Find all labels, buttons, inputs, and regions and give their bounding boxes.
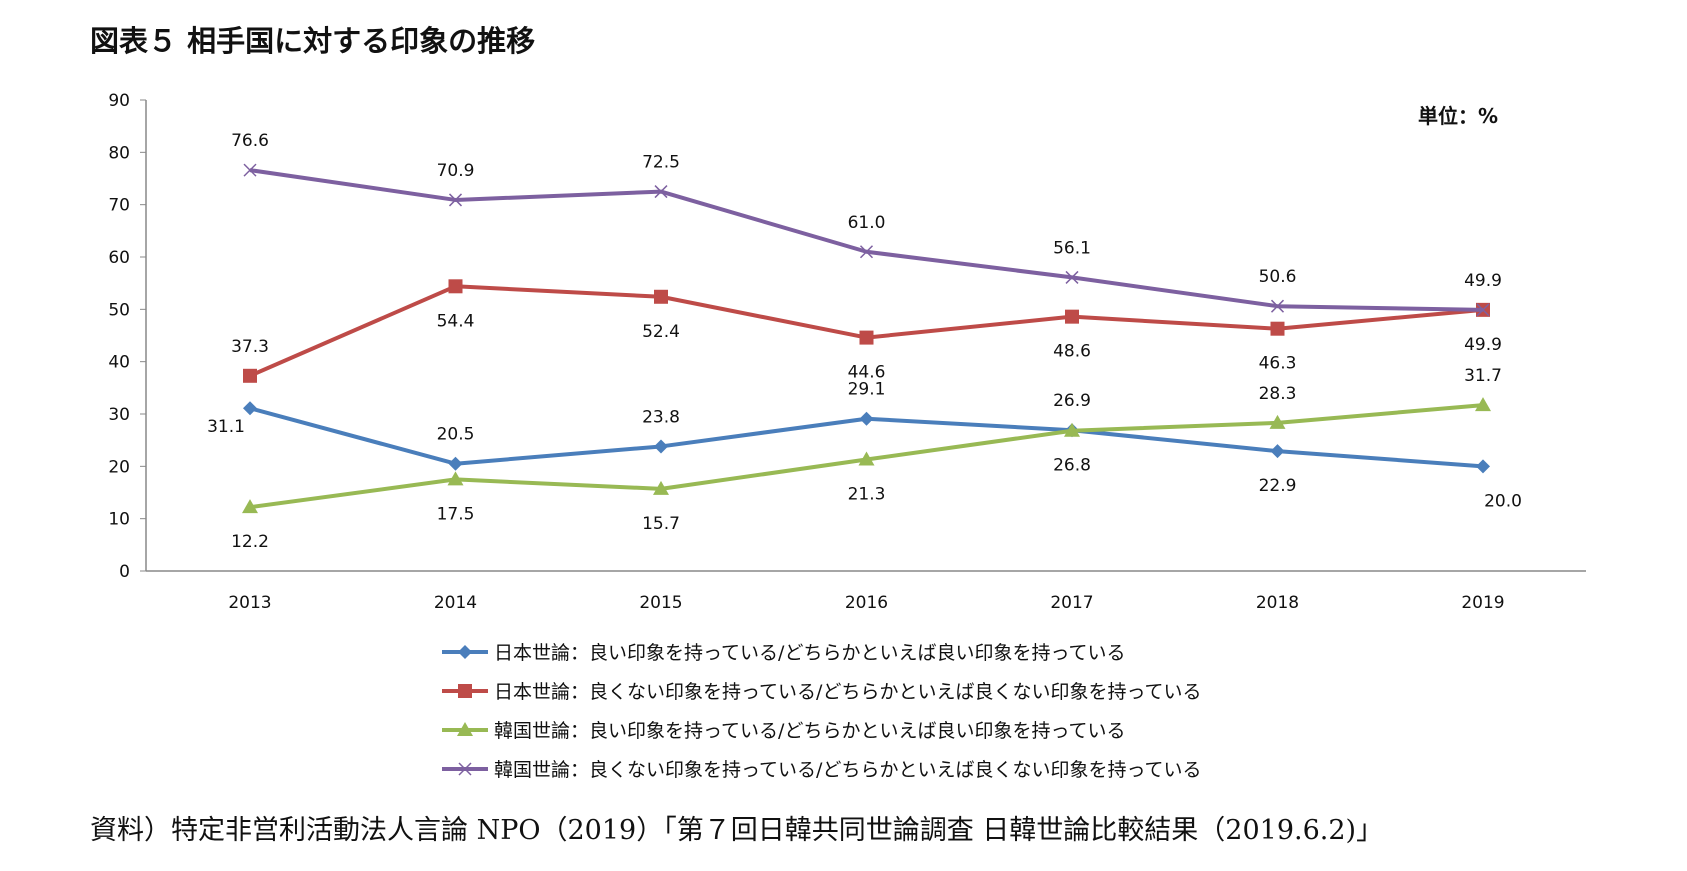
y-tick-label: 10 [108, 510, 130, 530]
data-point [242, 499, 258, 514]
data-point [243, 368, 257, 383]
data-point [1270, 321, 1285, 336]
data-point [1065, 270, 1079, 284]
data-point [654, 439, 668, 454]
x-tick-label: 2015 [639, 593, 682, 613]
data-label: 44.6 [848, 363, 886, 383]
data-label: 12.2 [231, 532, 269, 552]
legend-label: 韓国世論：良い印象を持っている/どちらかといえば良い印象を持っている [494, 720, 1126, 742]
data-label: 52.4 [642, 322, 680, 342]
legend-item: 韓国世論：良い印象を持っている/どちらかといえば良い印象を持っている [440, 710, 1202, 749]
y-tick-label: 50 [108, 300, 130, 320]
legend-label: 韓国世論：良くない印象を持っている/どちらかといえば良くない印象を持っている [494, 759, 1202, 781]
data-label: 76.6 [231, 131, 269, 151]
data-point [859, 411, 874, 426]
data-point [859, 245, 874, 259]
x-tick-label: 2014 [434, 593, 477, 613]
data-label: 22.9 [1259, 476, 1297, 496]
data-point [1065, 309, 1079, 324]
source-note: 資料）特定非営利活動法人言論 NPO（2019）「第７回日韓共同世論調査 日韓世… [90, 815, 1384, 846]
legend-swatch [442, 683, 488, 698]
data-label: 31.1 [207, 417, 245, 437]
data-label: 15.7 [642, 514, 680, 534]
data-label: 50.6 [1259, 267, 1297, 287]
data-point [1476, 303, 1490, 317]
data-point [447, 471, 464, 486]
legend-label: 日本世論：良くない印象を持っている/どちらかといえば良くない印象を持っている [494, 681, 1202, 703]
series-line [249, 168, 1484, 312]
y-tick-label: 0 [119, 562, 130, 582]
legend-item: 日本世論：良くない印象を持っている/どちらかといえば良くない印象を持っている [440, 671, 1202, 710]
x-tick-label: 2016 [845, 593, 888, 613]
data-label: 20.0 [1484, 491, 1522, 511]
data-point [654, 185, 668, 199]
data-label: 20.5 [437, 425, 475, 445]
data-point [1476, 459, 1490, 474]
data-point [448, 193, 463, 207]
data-point [243, 401, 257, 416]
data-label: 29.1 [848, 380, 886, 400]
data-point [859, 330, 874, 345]
data-label: 46.3 [1259, 354, 1297, 374]
data-label: 21.3 [848, 485, 886, 505]
data-label: 54.4 [437, 311, 475, 331]
legend-label: 日本世論：良い印象を持っている/どちらかといえば良い印象を持っている [494, 642, 1126, 664]
y-tick-label: 60 [108, 248, 130, 268]
data-label: 48.6 [1053, 342, 1091, 362]
data-point [243, 163, 257, 177]
y-tick-label: 40 [108, 353, 130, 373]
x-tick-label: 2017 [1050, 593, 1093, 613]
x-tick-label: 2019 [1461, 593, 1504, 613]
data-point [448, 456, 463, 471]
legend-marker [457, 721, 473, 736]
y-tick-label: 70 [108, 196, 130, 216]
data-point [1064, 422, 1080, 437]
legend-swatch [442, 644, 488, 659]
data-point [858, 451, 875, 466]
data-label: 26.8 [1053, 456, 1091, 476]
chart-title: 図表５ 相手国に対する印象の推移 [90, 24, 536, 58]
data-label: 37.3 [231, 337, 269, 357]
series-3: 76.6 70.9 72.5 61.0 56.1 50.6 49.9 [231, 131, 1502, 317]
x-tick-label: 2013 [228, 593, 271, 613]
data-point [653, 480, 669, 495]
y-tick-label: 30 [108, 405, 130, 425]
legend-marker [458, 644, 472, 659]
legend-marker [458, 683, 472, 698]
data-label: 23.8 [642, 407, 680, 427]
legend-item: 日本世論：良い印象を持っている/どちらかといえば良い印象を持っている [440, 632, 1202, 671]
series-1: 37.3 54.4 52.4 44.6 48.6 46.3 49.9 [231, 279, 1502, 383]
series-0: 31.1 20.5 23.8 29.1 26.9 22.9 20.0 [207, 380, 1522, 512]
data-label: 49.9 [1464, 335, 1502, 355]
data-point [1270, 299, 1285, 313]
y-tick-label: 90 [108, 91, 130, 111]
data-point [1475, 397, 1491, 412]
data-label: 17.5 [437, 504, 475, 524]
data-label: 28.3 [1259, 384, 1297, 404]
data-point [1270, 444, 1285, 459]
unit-label: 単位：% [1418, 104, 1499, 128]
data-label: 56.1 [1053, 238, 1091, 258]
y-tick-label: 80 [108, 143, 130, 163]
x-tick-label: 2018 [1256, 593, 1299, 613]
series-2: 12.2 17.5 15.7 21.3 26.8 28.3 31.7 [231, 366, 1502, 552]
data-label: 31.7 [1464, 366, 1502, 386]
data-label: 26.9 [1053, 391, 1091, 411]
data-label: 72.5 [642, 153, 680, 173]
legend-marker [458, 761, 472, 776]
data-point [448, 279, 463, 294]
data-label: 49.9 [1464, 271, 1502, 291]
legend: 日本世論：良い印象を持っている/どちらかといえば良い印象を持っている日本世論：良… [440, 632, 1202, 788]
y-tick-label: 20 [108, 457, 130, 477]
data-label: 70.9 [437, 161, 475, 181]
legend-swatch [442, 761, 488, 776]
data-label: 61.0 [848, 213, 886, 233]
legend-item: 韓国世論：良くない印象を持っている/どちらかといえば良くない印象を持っている [440, 749, 1202, 788]
legend-swatch [442, 721, 488, 736]
data-point [1269, 414, 1286, 429]
data-point [654, 289, 668, 304]
